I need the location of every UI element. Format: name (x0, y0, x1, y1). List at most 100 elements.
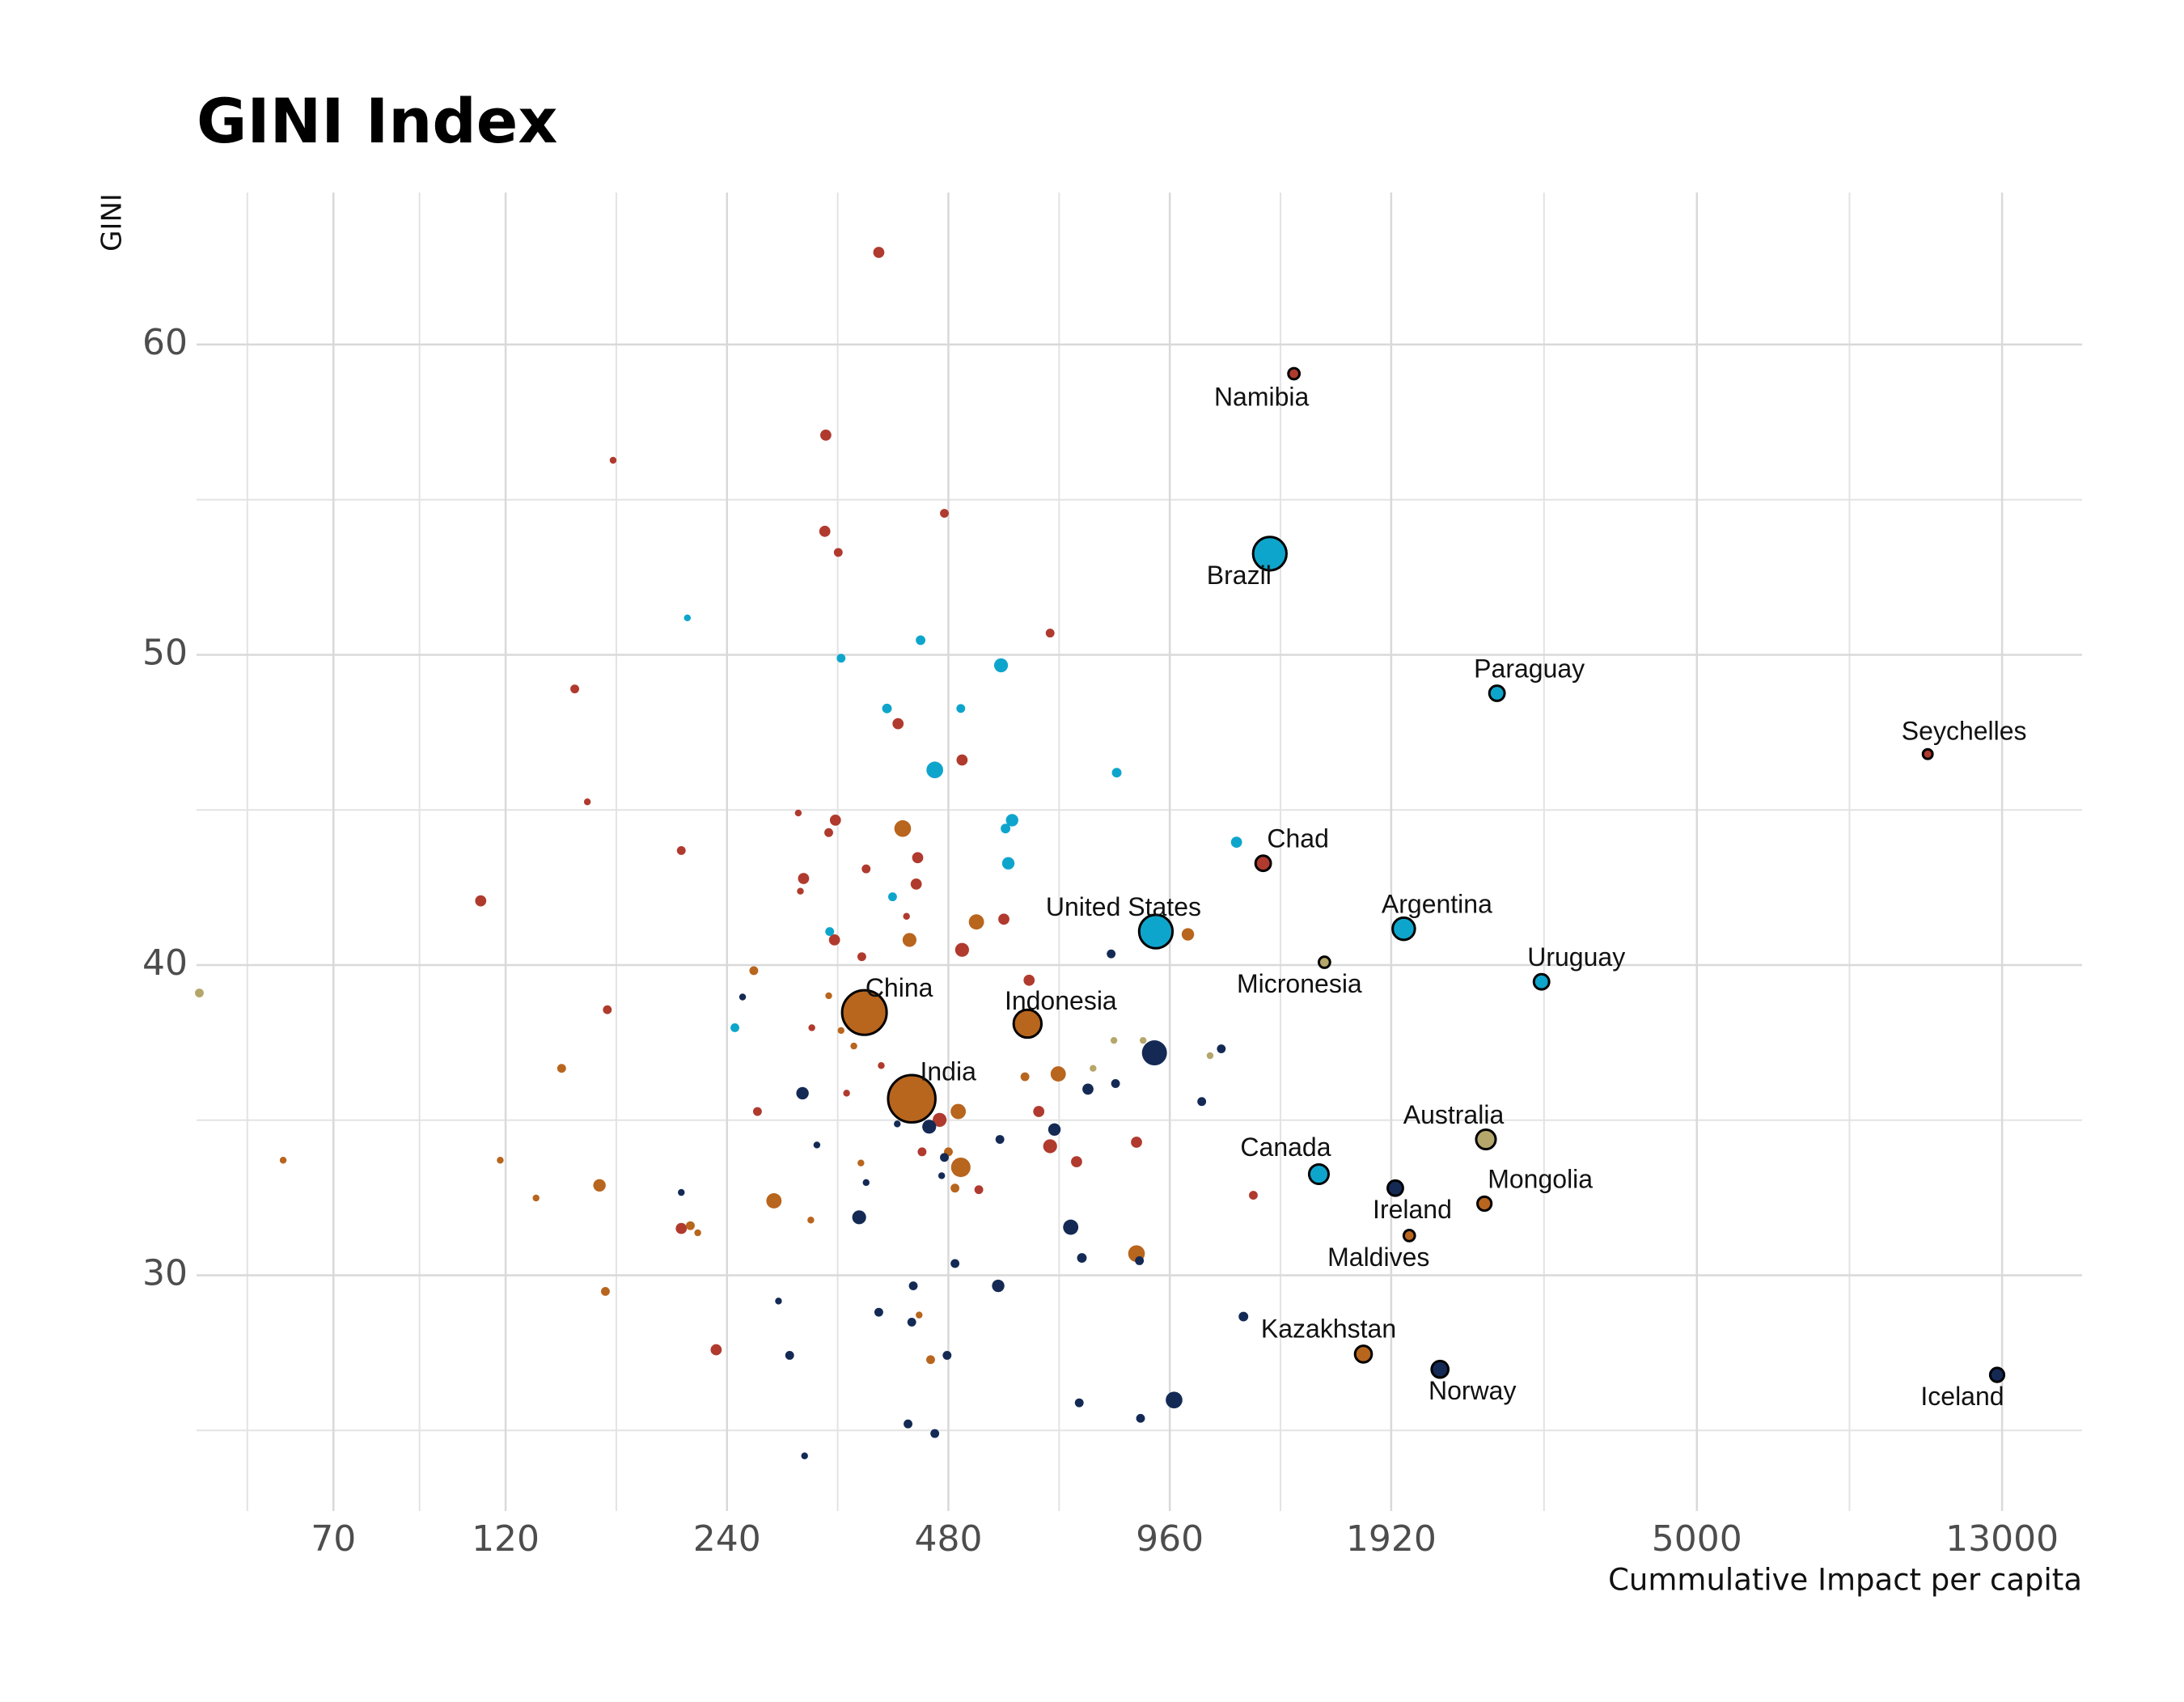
point (828, 934, 840, 946)
point (850, 1042, 857, 1050)
point-label: China (866, 973, 933, 1002)
y-axis-title: GINI (96, 193, 129, 252)
point (874, 1307, 883, 1317)
point (1090, 1065, 1097, 1072)
point (825, 992, 832, 1000)
point (974, 1185, 984, 1195)
point-label: Kazakhstan (1261, 1314, 1396, 1343)
point (852, 1210, 866, 1225)
point (903, 912, 910, 920)
point-label: Seychelles (1902, 717, 2027, 746)
point (922, 1120, 937, 1134)
point (600, 1287, 610, 1296)
y-tick-label: 30 (142, 1253, 188, 1294)
y-tick-label: 40 (142, 942, 188, 984)
point (926, 761, 943, 779)
point-label: Iceland (1920, 1382, 2004, 1411)
x-tick-label: 5000 (1652, 1518, 1742, 1560)
point (710, 1344, 722, 1356)
point (1077, 1253, 1087, 1263)
point-label: India (920, 1057, 976, 1086)
point (819, 525, 831, 537)
point (752, 1107, 762, 1116)
point (887, 892, 897, 902)
grid (197, 193, 2082, 1511)
point (833, 548, 843, 557)
point (1111, 768, 1122, 778)
point (609, 456, 617, 464)
point-label: Indonesia (1005, 986, 1117, 1015)
point (995, 1135, 1005, 1144)
point (775, 1298, 782, 1305)
point (1166, 1391, 1183, 1409)
point (912, 852, 924, 864)
y-tick-label: 50 (142, 632, 188, 673)
point (1005, 814, 1018, 827)
point (797, 887, 804, 895)
point (956, 754, 968, 766)
x-axis-title: Cummulative Impact per capita (1608, 1563, 2082, 1598)
points (195, 247, 1258, 1459)
point (950, 1158, 971, 1178)
point (1136, 1413, 1145, 1423)
point (887, 1073, 937, 1124)
point (1238, 1311, 1249, 1322)
point (940, 509, 949, 519)
point (1045, 629, 1055, 638)
point (796, 1086, 809, 1100)
point (195, 989, 204, 997)
point (813, 1141, 821, 1149)
point (954, 942, 969, 957)
point (824, 828, 833, 837)
point (1050, 1066, 1066, 1082)
point (475, 895, 487, 907)
point (570, 684, 579, 694)
point (926, 1355, 935, 1365)
point (836, 654, 846, 663)
point (825, 927, 835, 937)
point (968, 914, 984, 930)
point (930, 1429, 940, 1438)
point (950, 1183, 960, 1193)
point (1074, 1398, 1084, 1408)
point-label: Micronesia (1237, 969, 1362, 998)
point (1001, 823, 1011, 834)
point (739, 993, 747, 1001)
point (892, 718, 904, 730)
point-label: Brazil (1207, 561, 1272, 590)
point (1048, 1123, 1061, 1136)
point (904, 1419, 912, 1429)
point (684, 614, 691, 622)
point (1023, 974, 1035, 986)
point (1430, 1359, 1450, 1379)
point (1181, 928, 1195, 941)
point (950, 1103, 967, 1120)
point (950, 1259, 960, 1268)
point-label: Canada (1240, 1133, 1331, 1162)
point (1137, 913, 1175, 950)
x-tick-label: 480 (914, 1518, 982, 1560)
point (1254, 854, 1272, 873)
point (794, 809, 802, 817)
point (1386, 1179, 1404, 1197)
point (861, 864, 871, 874)
x-tick-label: 240 (693, 1518, 761, 1560)
point (938, 1172, 946, 1179)
point (878, 1062, 885, 1069)
point (862, 1179, 870, 1187)
point (873, 247, 885, 258)
point (1131, 1137, 1142, 1148)
point (1488, 684, 1506, 702)
point (1230, 836, 1242, 848)
point (798, 873, 810, 884)
point (583, 798, 591, 806)
point (1217, 1044, 1226, 1053)
point-label: Namibia (1214, 382, 1310, 411)
point-label: Chad (1267, 824, 1329, 853)
point (1532, 972, 1551, 991)
y-tick-label: 60 (142, 322, 188, 363)
point (910, 879, 922, 890)
point (676, 846, 686, 855)
